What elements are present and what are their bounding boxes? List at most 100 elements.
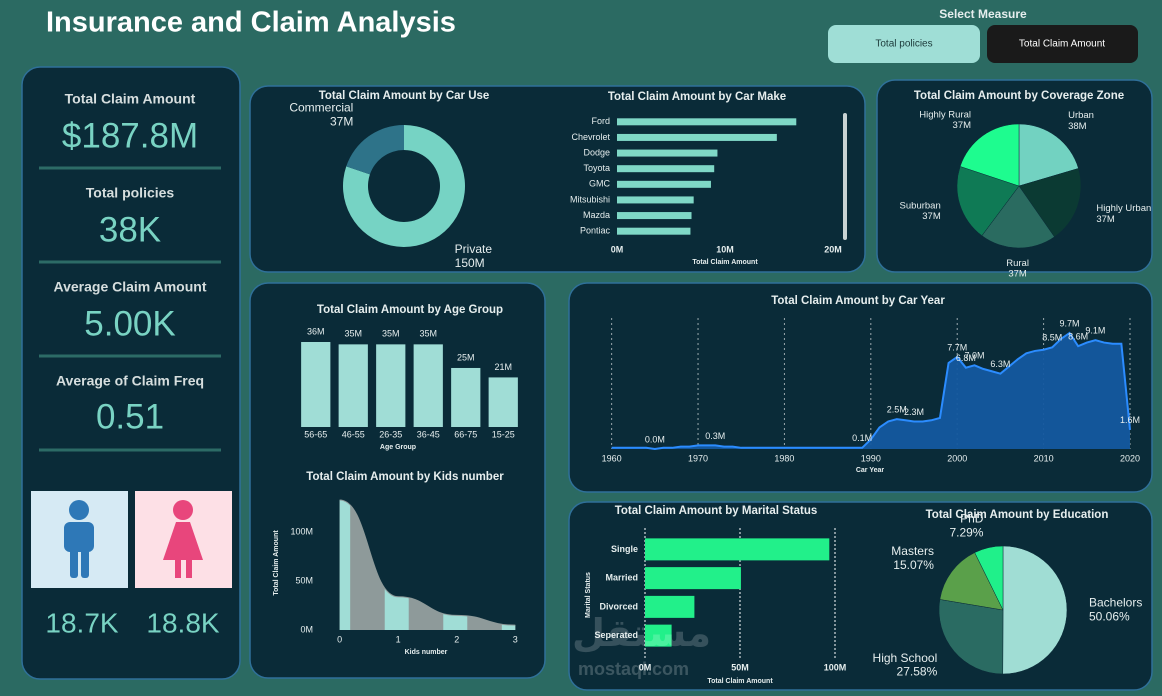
value-label: 0.3M [705, 431, 725, 441]
chart-title: Total Claim Amount by Kids number [306, 471, 504, 483]
category-label: 46-55 [342, 429, 365, 439]
watermark: مستقل [572, 613, 711, 655]
value-label: 36M [307, 326, 325, 336]
slice-label: Suburban 37M [900, 200, 941, 222]
value-label: 15.07% [893, 558, 934, 572]
x-axis-label: Age Group [380, 444, 416, 451]
bar [617, 212, 692, 220]
category-label: GMC [589, 179, 610, 189]
line [611, 331, 1131, 451]
category-label: Suburban [900, 200, 941, 211]
x-tick-label: 3 [513, 634, 518, 644]
value-label: 38M [1068, 121, 1087, 132]
measure-button[interactable]: Total policies [828, 25, 980, 63]
category-label: High School [873, 651, 938, 665]
bar [645, 624, 672, 647]
chart-title: Total Claim Amount by Coverage Zone [914, 90, 1124, 102]
category-label: Urban [1068, 110, 1094, 121]
chart-title: Total Claim Amount by Car Make [608, 91, 786, 103]
slice-label: Urban 38M [1068, 110, 1094, 132]
value-label: 0.1M [852, 433, 872, 443]
kpi-label: Average of Claim Freq [56, 373, 204, 389]
slice-label: Rural 37M [1006, 257, 1029, 279]
x-axis-label: Kids number [405, 649, 448, 656]
category-label: Chevrolet [571, 132, 610, 142]
x-tick-label: 1970 [688, 453, 708, 463]
bar [617, 196, 694, 204]
y-axis-label: Marital Status [585, 572, 592, 618]
slice [346, 125, 404, 175]
x-tick-label: 2020 [1120, 453, 1140, 463]
bar [376, 344, 406, 427]
button-text[interactable]: Total Claim Amount [1019, 39, 1105, 50]
x-tick-label: 0M [611, 244, 624, 254]
button-text[interactable]: Total policies [875, 39, 932, 50]
x-tick-label: 10M [716, 244, 734, 254]
slice-label: Highly Urban 37M [1096, 202, 1151, 224]
value-label: 1.6M [1120, 415, 1140, 425]
category-label: 15-25 [492, 429, 515, 439]
kpi-value: 0.51 [96, 397, 164, 436]
value-label: 9.1M [1085, 326, 1105, 336]
slice-label: Private 150M [455, 242, 493, 270]
slice [343, 125, 466, 247]
category-label: 56-65 [304, 429, 327, 439]
slice [1018, 168, 1082, 238]
slice [956, 166, 1020, 237]
value-label: 8.6M [1068, 332, 1088, 342]
button-bg[interactable] [987, 25, 1138, 63]
value-label: 9.7M [1060, 318, 1080, 328]
chart-title: Total Claim Amount by Car Year [771, 295, 945, 307]
value-label: 37M [922, 211, 941, 222]
bar [645, 595, 695, 618]
category-label: Divorced [599, 601, 638, 611]
slice [1018, 123, 1079, 187]
value-label: 37M [330, 115, 353, 129]
category-label: Mitsubishi [570, 194, 610, 204]
x-tick-label: 0M [639, 662, 652, 672]
x-axis-label: Car Year [856, 467, 885, 474]
female-icon [135, 491, 232, 588]
value-label: 27.58% [897, 665, 938, 679]
button-bg[interactable] [828, 25, 980, 63]
y-tick-label: 0M [300, 624, 313, 634]
page-title: Insurance and Claim Analysis [46, 7, 456, 39]
value-label: 7.29% [949, 526, 983, 540]
x-tick-label: 50M [731, 662, 749, 672]
value-label: 150M [455, 256, 485, 270]
bar [413, 344, 443, 427]
slice-label: Highly Rural 37M [919, 109, 971, 131]
slice-label: Bachelors 50.06% [1089, 596, 1142, 624]
bar [617, 133, 777, 141]
y-tick-label: 50M [295, 575, 313, 585]
bar [645, 567, 741, 590]
value-label: 37M [1008, 268, 1027, 279]
female-count: 18.8K [146, 607, 219, 638]
bar [338, 344, 368, 427]
slice-label: PhD 7.29% [949, 512, 983, 540]
measure-button[interactable]: Total Claim Amount [987, 25, 1138, 63]
slice [938, 599, 1004, 675]
category-label: Private [455, 242, 493, 256]
category-label: Highly Urban [1096, 202, 1151, 213]
measure-label: Select Measure [939, 7, 1027, 21]
category-label: Toyota [583, 163, 610, 173]
male-count: 18.7K [45, 607, 118, 638]
value-label: 35M [382, 329, 400, 339]
value-label: 7.7M [947, 342, 967, 352]
slice-label: High School 27.58% [873, 651, 938, 679]
value-label: 7.0M [964, 351, 984, 361]
bar [451, 367, 481, 427]
slice-label: Commercial 37M [289, 101, 353, 129]
line [339, 499, 516, 626]
slice [959, 123, 1020, 187]
kpi-value: 5.00K [84, 304, 175, 343]
value-label: 50.06% [1089, 610, 1130, 624]
bar [617, 227, 691, 235]
category-label: Married [605, 573, 638, 583]
category-label: Pontiac [580, 226, 611, 236]
male-icon [31, 491, 128, 588]
value-label: 35M [419, 329, 437, 339]
x-tick-label: 100M [824, 662, 847, 672]
